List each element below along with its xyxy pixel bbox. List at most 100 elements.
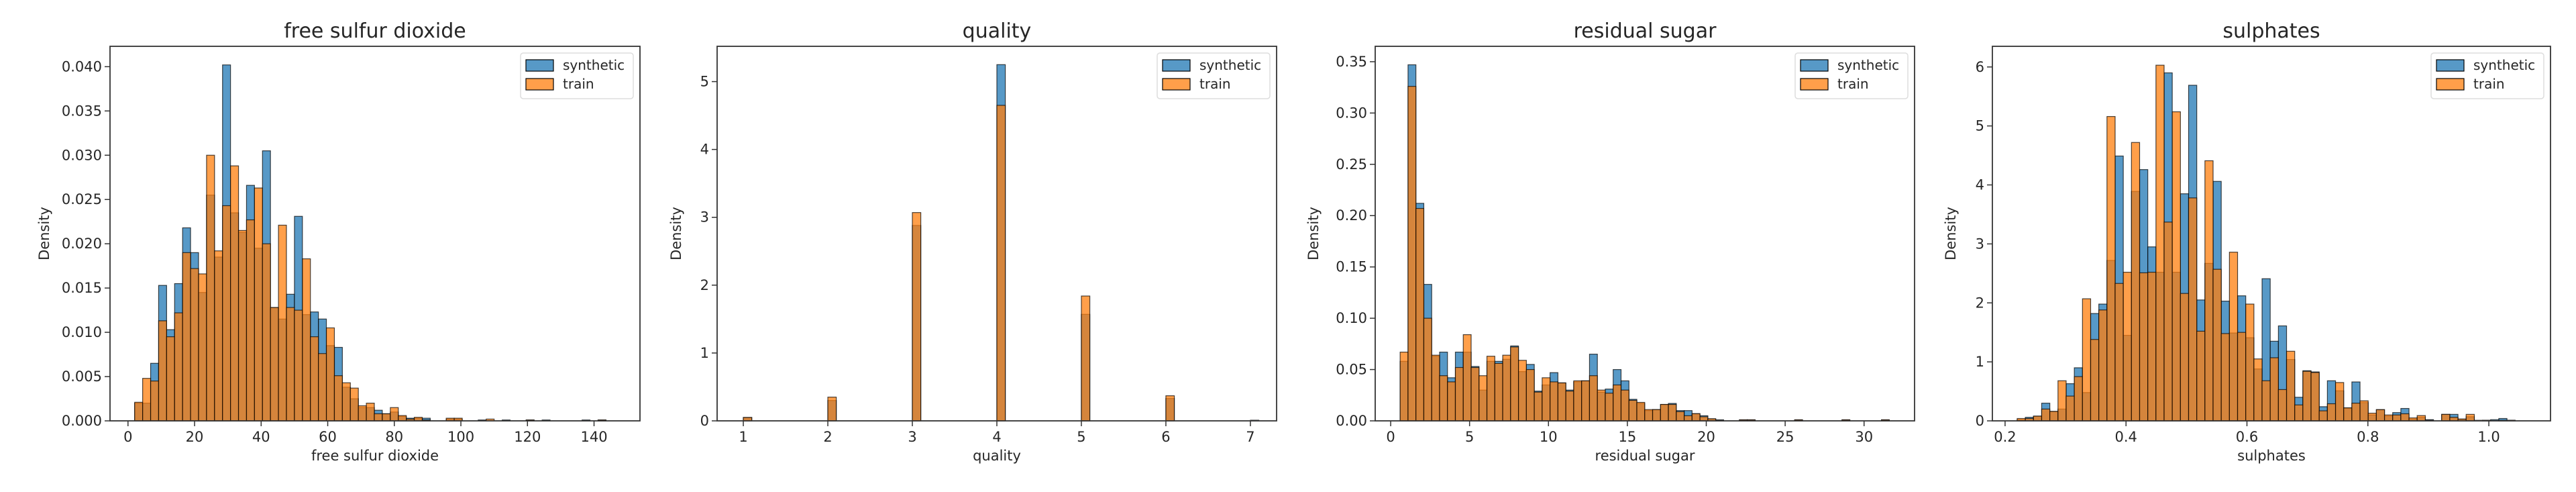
x-axis-label: residual sugar — [1595, 448, 1695, 464]
bar-train — [1613, 384, 1622, 422]
bar-train — [2171, 111, 2181, 422]
y-tick-label: 2 — [1976, 295, 1984, 311]
y-axis-label: Density — [1943, 207, 1959, 260]
bar-train — [158, 320, 167, 422]
legend-swatch-synthetic — [1162, 59, 1191, 72]
bar-train — [2220, 333, 2230, 422]
y-tick-label: 0.30 — [1336, 105, 1367, 121]
bar-train — [1510, 346, 1519, 422]
y-axis-label: Density — [1305, 207, 1322, 260]
y-tick-label: 0.010 — [62, 324, 102, 340]
bar-train — [1470, 366, 1480, 422]
legend-swatch-train — [2436, 78, 2465, 91]
y-tick-label: 4 — [700, 142, 709, 158]
bar-train — [1660, 403, 1669, 422]
bar-train — [2098, 309, 2108, 422]
legend-swatch-synthetic — [2436, 59, 2465, 72]
chart-title: quality — [963, 19, 1032, 43]
bar-train — [1644, 409, 1654, 422]
y-tick-label: 0.35 — [1336, 54, 1367, 70]
bar-train — [1699, 416, 1709, 422]
bar-train — [246, 219, 255, 422]
series-train — [2017, 64, 2516, 422]
bar-train — [222, 205, 231, 422]
y-tick-label: 0.015 — [62, 280, 102, 296]
x-tick-label: 2 — [823, 429, 832, 445]
bar-train — [2277, 389, 2288, 422]
x-tick-label: 1 — [739, 429, 747, 445]
bar-train — [2041, 408, 2051, 422]
bar-train — [302, 258, 311, 422]
x-tick-label: 1.0 — [2477, 429, 2500, 445]
bar-train — [2261, 380, 2271, 422]
legend-swatch-train — [1162, 78, 1191, 91]
bar-train — [1676, 411, 1685, 422]
bar-train — [390, 407, 399, 422]
bar-train — [1479, 375, 1488, 422]
bar-train — [366, 403, 375, 422]
chart-sulphates: sulphates 0.2 0.4 0.6 0.8 1.0 0 1 2 3 4 5 6 sulphates… — [1943, 19, 2551, 464]
bar-train — [278, 224, 287, 422]
bar-train — [2318, 410, 2328, 422]
bar-train — [1557, 382, 1566, 422]
bar-train — [358, 405, 367, 422]
x-tick-label: 20 — [186, 429, 204, 445]
bar-train — [2147, 271, 2157, 422]
bar-train — [1691, 413, 1701, 422]
legend-label-synthetic: synthetic — [1199, 57, 1261, 73]
y-tick-label: 0.005 — [62, 368, 102, 385]
x-tick-label: 0 — [123, 429, 132, 445]
bar-train — [1597, 389, 1606, 422]
x-axis-label: free sulfur dioxide — [311, 448, 439, 464]
legend-label-train: train — [2473, 76, 2505, 92]
x-tick-label: 20 — [1697, 429, 1715, 445]
bar-train — [2400, 413, 2410, 422]
y-tick-label: 3 — [1976, 236, 1984, 252]
bar-train — [2033, 415, 2043, 422]
y-tick-label: 0.030 — [62, 147, 102, 163]
legend-swatch-train — [1800, 78, 1829, 91]
legend-swatch-synthetic — [1800, 59, 1829, 72]
x-tick-label: 140 — [580, 429, 607, 445]
x-tick-label: 5 — [1465, 429, 1474, 445]
bar-train — [318, 353, 327, 422]
legend: synthetic train — [520, 52, 634, 99]
legend-label-synthetic: synthetic — [2473, 57, 2535, 73]
bar-train — [174, 312, 183, 422]
x-tick-label: 10 — [1540, 429, 1558, 445]
chart-free-sulfur-dioxide: free sulfur dioxide 0 20 40 60 80 100 120 140 0.0… — [36, 19, 641, 464]
bar-train — [2237, 332, 2247, 422]
bar-train — [2139, 272, 2149, 422]
bar-train — [2302, 371, 2312, 422]
x-tick-label: 5 — [1077, 429, 1085, 445]
y-tick-label: 0 — [700, 413, 709, 429]
bar-train — [1447, 381, 1456, 422]
y-tick-label: 0 — [1976, 413, 1984, 429]
bar-train — [1620, 389, 1629, 422]
bar-train — [2310, 372, 2320, 422]
y-tick-label: 5 — [1976, 118, 1984, 134]
bar-train — [2090, 339, 2100, 422]
y-tick-label: 0.00 — [1336, 413, 1367, 429]
axes-frame — [109, 46, 641, 422]
y-tick-label: 1 — [700, 345, 709, 361]
bar-train — [1605, 393, 1614, 422]
y-tick-label: 0.05 — [1336, 362, 1367, 378]
bar-train — [2082, 298, 2092, 422]
bar-train — [1431, 354, 1440, 422]
bar-train — [2123, 271, 2132, 422]
chart-title: sulphates — [2222, 19, 2320, 43]
x-tick-label: 25 — [1776, 429, 1794, 445]
bar-train — [2465, 413, 2475, 422]
bar-train — [827, 397, 837, 422]
bar-train — [2245, 303, 2255, 422]
bar-train — [2180, 293, 2190, 422]
bar-train — [150, 381, 160, 422]
y-tick-label: 0.25 — [1336, 156, 1367, 173]
bar-train — [1683, 415, 1693, 422]
bar-train — [1165, 395, 1175, 422]
bar-train — [325, 327, 335, 422]
bar-train — [134, 401, 144, 422]
bar-train — [237, 230, 248, 422]
x-tick-label: 6 — [1161, 429, 1170, 445]
